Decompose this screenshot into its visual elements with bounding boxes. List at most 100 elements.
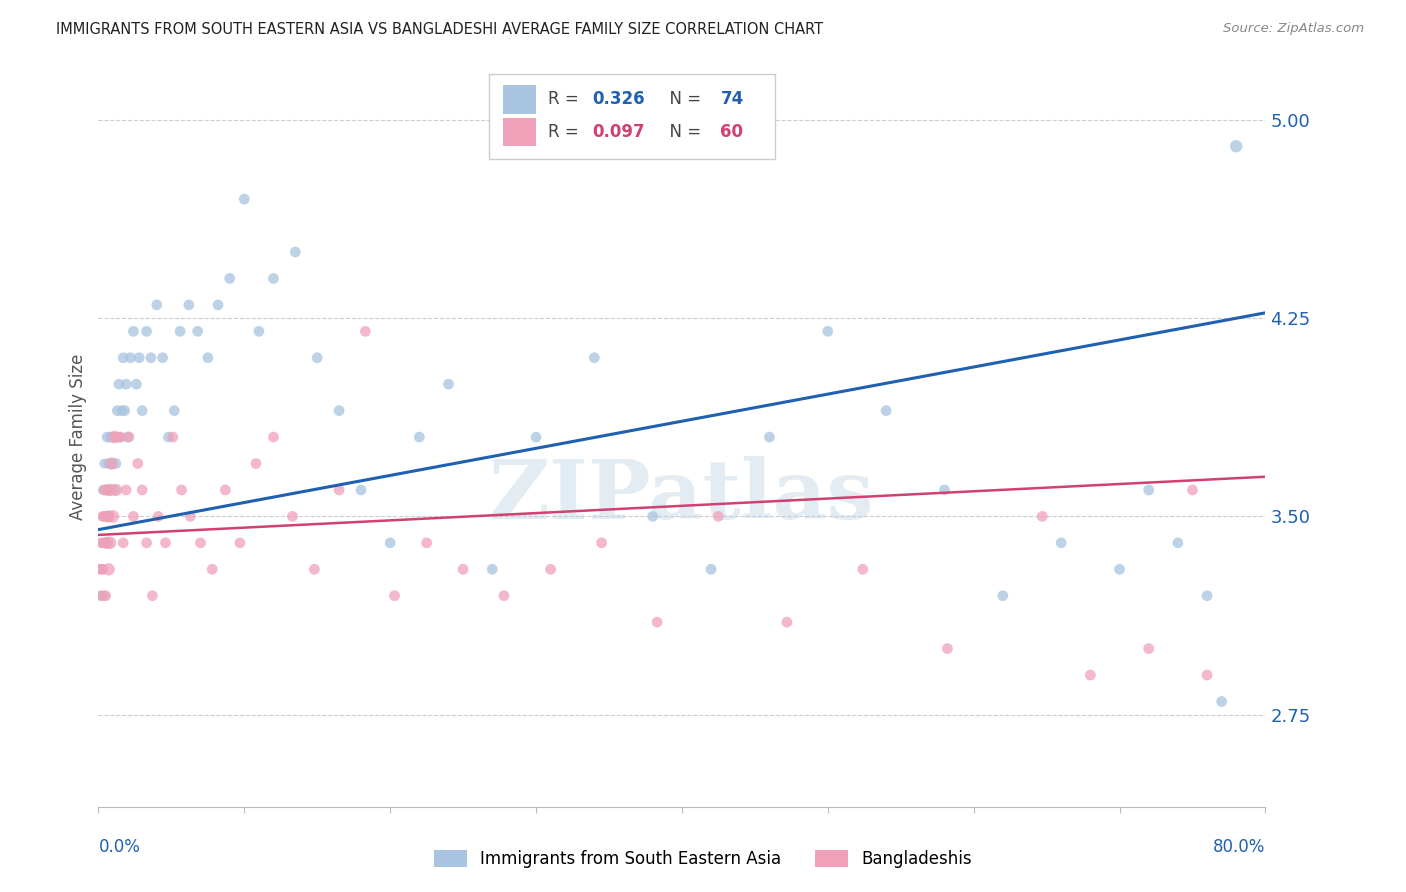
Point [991, 589, 1014, 603]
Text: 74: 74 [720, 90, 744, 109]
Point [104, 457, 127, 471]
Point [197, 351, 219, 365]
Point [354, 324, 377, 338]
Point [91, 562, 114, 576]
Point [135, 536, 157, 550]
Point [304, 562, 326, 576]
Point [1181, 483, 1204, 497]
Point [187, 324, 209, 338]
Point [98, 536, 121, 550]
Point [415, 536, 437, 550]
Point [707, 509, 730, 524]
Point [162, 430, 184, 444]
Point [758, 430, 780, 444]
Text: IMMIGRANTS FROM SOUTH EASTERN ASIA VS BANGLADESHI AVERAGE FAMILY SIZE CORRELATIO: IMMIGRANTS FROM SOUTH EASTERN ASIA VS BA… [56, 22, 824, 37]
Point [157, 430, 180, 444]
Point [229, 536, 252, 550]
Point [141, 589, 163, 603]
Point [125, 377, 148, 392]
Point [94, 536, 117, 550]
Point [284, 244, 307, 259]
Point [120, 351, 142, 365]
Point [524, 430, 547, 444]
Point [127, 457, 149, 471]
Legend: Immigrants from South Eastern Asia, Bangladeshis: Immigrants from South Eastern Asia, Bang… [427, 843, 979, 875]
Point [91, 483, 114, 497]
Y-axis label: Average Family Size: Average Family Size [69, 354, 87, 520]
Text: 0.326: 0.326 [592, 90, 645, 109]
Point [93, 536, 115, 550]
Point [1195, 668, 1218, 682]
Point [114, 403, 136, 417]
Point [380, 536, 402, 550]
Point [93, 589, 115, 603]
Point [281, 509, 304, 524]
Point [97, 509, 120, 524]
Text: 0.0%: 0.0% [98, 838, 141, 855]
Point [98, 483, 121, 497]
Point [90, 589, 112, 603]
Point [328, 483, 350, 497]
Point [100, 457, 122, 471]
Point [169, 324, 191, 338]
Point [492, 589, 515, 603]
Point [131, 403, 153, 417]
Bar [503, 118, 536, 146]
Point [201, 562, 224, 576]
Point [93, 457, 115, 471]
Point [97, 509, 120, 524]
Point [94, 589, 117, 603]
Point [190, 536, 212, 550]
Point [384, 589, 406, 603]
Point [111, 403, 134, 417]
Point [451, 562, 474, 576]
Point [90, 536, 112, 550]
Point [245, 457, 267, 471]
FancyBboxPatch shape [489, 74, 775, 160]
Point [591, 536, 613, 550]
Point [96, 483, 118, 497]
Point [110, 430, 132, 444]
Point [1080, 668, 1102, 682]
Point [103, 430, 125, 444]
Point [852, 562, 875, 576]
Text: R =: R = [548, 90, 583, 109]
Point [155, 536, 177, 550]
Point [146, 298, 169, 312]
Point [1050, 536, 1073, 550]
Point [101, 509, 124, 524]
Point [112, 536, 135, 550]
Point [94, 509, 117, 524]
Point [89, 562, 111, 576]
Point [91, 562, 114, 576]
Point [437, 377, 460, 392]
Point [97, 562, 120, 576]
Text: Source: ZipAtlas.com: Source: ZipAtlas.com [1223, 22, 1364, 36]
Text: ZIPatlas: ZIPatlas [489, 457, 875, 536]
Point [139, 351, 162, 365]
Point [98, 483, 121, 497]
Point [89, 562, 111, 576]
Point [936, 641, 959, 656]
Point [112, 351, 135, 365]
Point [96, 430, 118, 444]
Point [247, 324, 270, 338]
Point [1167, 536, 1189, 550]
Text: N =: N = [658, 123, 706, 141]
Point [641, 509, 664, 524]
Text: 60: 60 [720, 123, 744, 141]
Point [207, 298, 229, 312]
Point [96, 536, 118, 550]
Point [163, 403, 186, 417]
Text: N =: N = [658, 90, 706, 109]
Point [328, 403, 350, 417]
Point [262, 430, 284, 444]
Point [307, 351, 329, 365]
Point [218, 271, 240, 285]
Point [540, 562, 562, 576]
Point [91, 509, 114, 524]
Point [128, 351, 150, 365]
Point [115, 483, 138, 497]
Point [94, 483, 117, 497]
Point [118, 430, 141, 444]
